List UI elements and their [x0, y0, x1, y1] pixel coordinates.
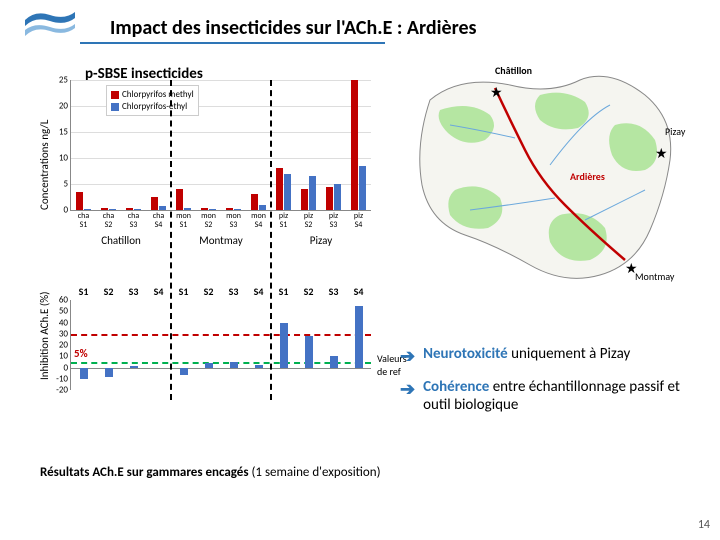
logo [20, 10, 80, 40]
plot-bot: -20-100102030405060S1S2S3S4S1S2S3S4S1S2S… [70, 300, 371, 390]
page-title: Impact des insecticides sur l'ACh.E : Ar… [110, 16, 477, 40]
plot-top: 0510152025chaS1chaS2chaS3chaS4monS1monS2… [70, 80, 371, 211]
ylabel-bot: Inhibition ACh.E (%) [38, 292, 51, 380]
conclusions: ➔Neurotoxicité uniquement à Pizay➔Cohére… [400, 335, 710, 425]
map-svg [400, 70, 700, 290]
results-caption: Résultats ACh.E sur gammares encagés (1 … [40, 465, 400, 481]
map: ChâtillonPizayArdièresMontmay★★★ [400, 70, 700, 290]
ylabel-top: Concentrations ng/L [38, 120, 51, 210]
concentration-chart: Concentrations ng/L 0510152025chaS1chaS2… [40, 80, 380, 255]
results-bold: Résultats ACh.E sur gammares encagés [40, 465, 249, 480]
results-rest: (1 semaine d'exposition) [249, 465, 381, 480]
title-underline [80, 42, 385, 44]
inhibition-chart: Inhibition ACh.E (%) -20-100102030405060… [40, 280, 380, 400]
page-number: 14 [698, 518, 710, 532]
title-bar: Impact des insecticides sur l'ACh.E : Ar… [20, 10, 477, 40]
